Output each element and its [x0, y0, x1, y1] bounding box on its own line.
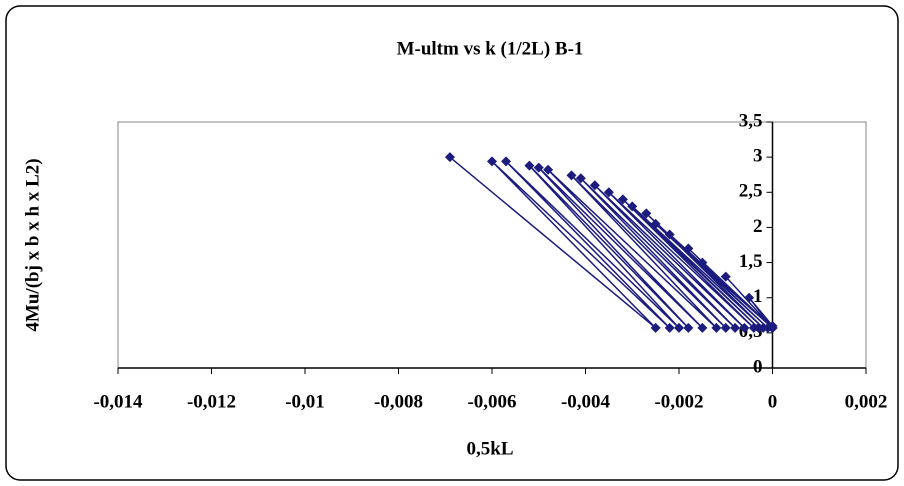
y-axis-label: 4Mu/(bj x b x h x L2) [22, 158, 43, 331]
x-axis-label: 0,5kL [467, 438, 514, 459]
y-tick-label: 0 [753, 356, 763, 377]
x-tick-label: 0,002 [845, 391, 888, 412]
y-tick-label: 2,5 [739, 181, 763, 202]
chart-title: M-ultm vs k (1/2L) B-1 [397, 38, 584, 59]
x-tick-label: -0,014 [93, 391, 143, 412]
x-tick-label: -0,008 [374, 391, 423, 412]
y-tick-label: 2 [753, 216, 763, 237]
x-tick-label: -0,004 [561, 391, 611, 412]
y-tick-label: 3,5 [739, 110, 763, 131]
y-tick-label: 1,5 [739, 251, 763, 272]
x-tick-label: -0,012 [187, 391, 236, 412]
series-line [450, 157, 773, 328]
x-tick-label: -0,01 [285, 391, 325, 412]
x-tick-label: -0,006 [467, 391, 516, 412]
x-tick-label: 0 [768, 391, 778, 412]
x-tick-label: -0,002 [654, 391, 703, 412]
y-tick-label: 3 [753, 146, 763, 167]
chart: M-ultm vs k (1/2L) B-1 0,5kL 4Mu/(bj x b… [0, 0, 904, 486]
